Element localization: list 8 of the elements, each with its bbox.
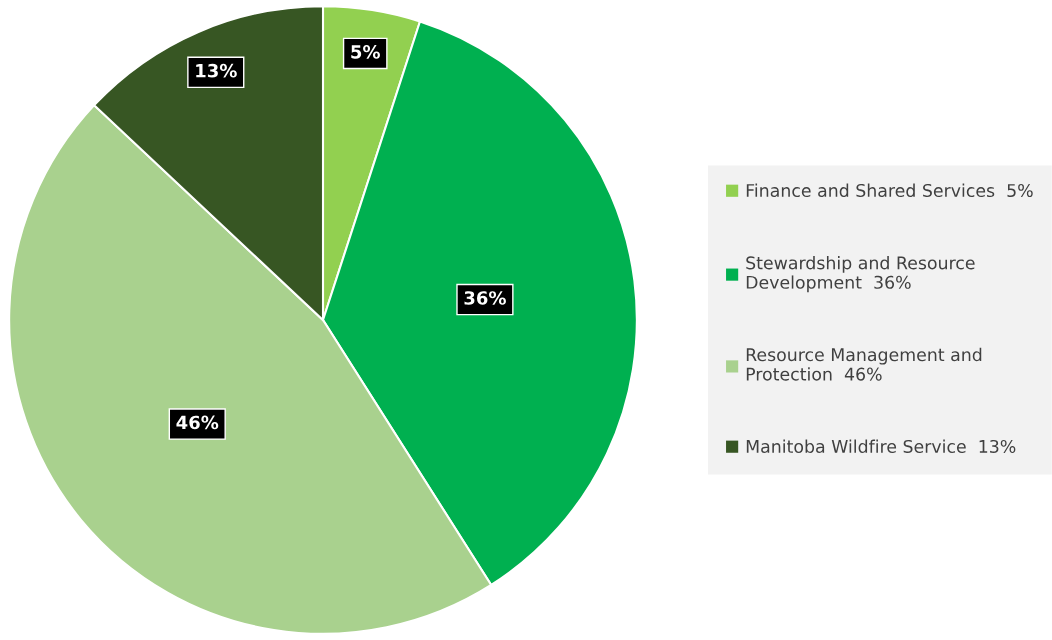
data-label: 5%: [351, 44, 380, 59]
legend-label: Stewardship and Resource Development 36%: [746, 255, 975, 293]
data-label: 36%: [464, 291, 506, 305]
legend-label: Manitoba Wildfire Service 13%: [746, 439, 1016, 454]
data-label: 13%: [196, 63, 237, 78]
legend-label: Finance and Shared Services 5%: [746, 183, 1033, 198]
data-label: 46%: [176, 415, 219, 430]
legend-label: Resource Management and Protection 46%: [746, 347, 982, 381]
